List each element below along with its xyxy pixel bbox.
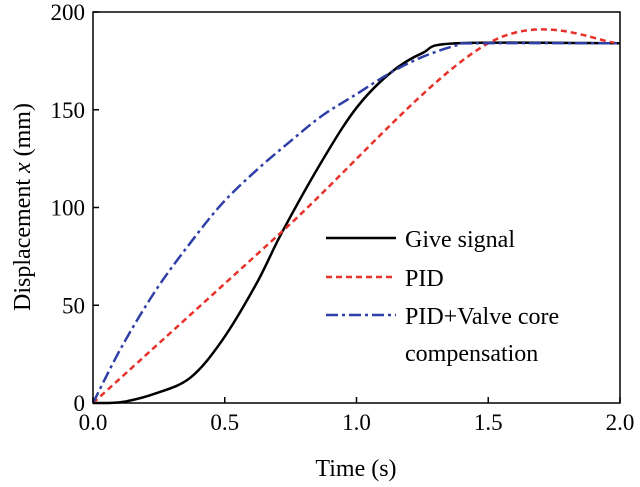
y-tick-label: 200 <box>51 0 86 25</box>
y-tick-label: 150 <box>51 98 86 123</box>
y-axis-label: Displacement x (mm) <box>10 103 36 311</box>
legend-label-pid-valve: PID+Valve core <box>405 304 559 330</box>
x-tick-label: 1.5 <box>474 410 503 435</box>
y-tick-label: 0 <box>74 391 86 416</box>
x-axis-label: Time (s) <box>315 456 396 482</box>
series-line-2 <box>91 41 621 404</box>
y-tick-label: 100 <box>51 196 86 221</box>
legend-label-give-signal: Give signal <box>405 227 515 253</box>
series-layer <box>91 28 621 405</box>
x-tick-label: 0.5 <box>210 410 239 435</box>
series-line-0 <box>92 41 621 405</box>
plot-frame <box>92 11 621 404</box>
legend-label-pid: PID <box>405 266 444 292</box>
legend: Give signal PID PID+Valve core compensat… <box>326 227 559 367</box>
series-line-1 <box>92 28 621 404</box>
x-tick-label: 1.0 <box>342 410 371 435</box>
x-tick-label: 2.0 <box>606 410 635 435</box>
x-tick-label: 0.0 <box>79 410 108 435</box>
ticks-layer: 0.0 0.5 1.0 1.5 2.0 0 50 100 150 200 <box>51 0 635 435</box>
legend-label-pid-valve-line2: compensation <box>405 341 538 367</box>
y-tick-label: 50 <box>62 293 85 318</box>
